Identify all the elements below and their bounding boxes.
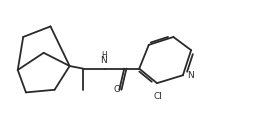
Text: N: N [100,56,107,65]
Text: N: N [187,71,194,80]
Text: H: H [101,51,107,60]
Text: Cl: Cl [154,92,163,101]
Text: O: O [113,85,120,94]
